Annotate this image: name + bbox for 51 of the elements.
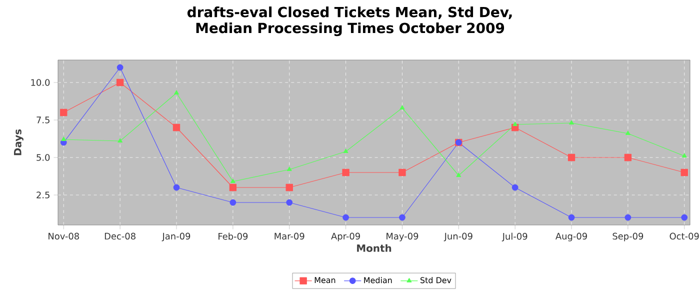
point — [680, 168, 688, 176]
point — [625, 130, 630, 136]
x-tick-label: Oct-09 — [670, 232, 699, 240]
point — [173, 184, 180, 191]
chart-title: drafts-eval Closed Tickets Mean, Std Dev, Median Processing Times October 2009 — [187, 6, 512, 36]
y-axis-title: Days — [14, 129, 24, 156]
point — [286, 199, 293, 206]
point — [343, 148, 348, 154]
x-axis-title: Month — [357, 244, 392, 252]
x-tick-label: Feb-09 — [218, 232, 248, 240]
point — [174, 90, 179, 95]
x-tick-label: Aug-09 — [555, 232, 587, 242]
point — [682, 153, 687, 158]
y-tick-label: 7.5 — [36, 116, 50, 124]
point — [512, 184, 518, 191]
point — [230, 178, 236, 184]
y-tick-label: 2.5 — [36, 192, 50, 198]
point — [118, 138, 123, 143]
point — [230, 199, 236, 206]
point — [286, 184, 293, 192]
x-tick-label: Apr-09 — [331, 232, 360, 242]
point — [229, 184, 237, 192]
point — [60, 108, 68, 116]
point — [681, 214, 688, 221]
x-tick-label: Jun-09 — [444, 232, 472, 242]
point — [512, 122, 518, 126]
point — [342, 214, 349, 221]
x-tick-label: Mar-09 — [274, 232, 304, 240]
x-tick-label: Jan-09 — [162, 232, 190, 242]
x-tick-label: May-09 — [386, 232, 418, 242]
point — [456, 172, 462, 178]
x-tick-label: Nov-08 — [48, 232, 79, 240]
point — [568, 154, 576, 162]
point — [568, 214, 575, 221]
point — [624, 154, 632, 162]
x-tick-label: Jul-09 — [502, 232, 528, 242]
x-tick-label: Dec-08 — [104, 232, 136, 240]
point — [116, 78, 124, 86]
point — [342, 168, 350, 176]
point — [172, 124, 180, 132]
point — [569, 120, 574, 125]
point — [286, 166, 292, 172]
y-tick-label: 5.0 — [36, 154, 50, 161]
point — [398, 168, 406, 176]
point — [624, 214, 632, 221]
point — [400, 105, 405, 110]
point — [61, 136, 66, 142]
x-tick-label: Sep-09 — [612, 232, 644, 242]
point — [399, 214, 406, 221]
y-tick-label: 10.0 — [31, 79, 50, 86]
point — [116, 64, 124, 71]
